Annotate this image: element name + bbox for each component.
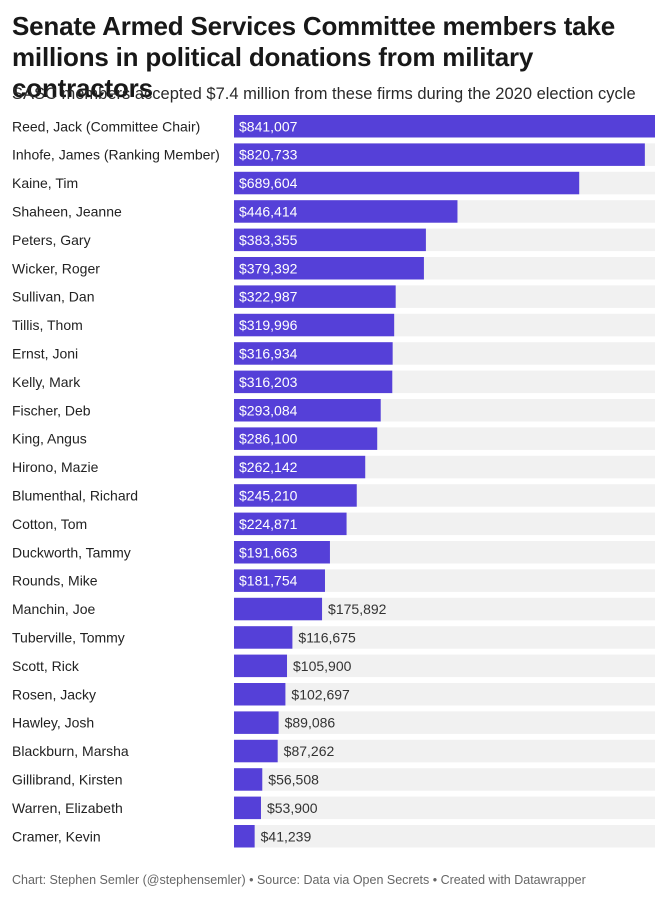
value-label: $102,697 (291, 686, 350, 702)
value-label: $316,934 (239, 345, 298, 361)
bar-track (234, 683, 655, 706)
bar-track (234, 825, 655, 848)
value-label: $116,675 (298, 629, 356, 645)
bar (234, 228, 426, 252)
category-label: Hirono, Mazie (12, 459, 99, 475)
bar (234, 484, 357, 507)
bar (234, 171, 580, 195)
value-label: $181,754 (239, 573, 298, 589)
bar-track (234, 654, 655, 678)
bar (234, 313, 395, 337)
category-label: Peters, Gary (12, 232, 91, 248)
category-label: Blackburn, Marsha (12, 743, 129, 759)
bar (234, 399, 381, 422)
value-label: $89,086 (285, 715, 336, 731)
value-label: $316,203 (239, 374, 298, 390)
category-label: Tuberville, Tommy (12, 629, 125, 645)
category-label: Scott, Rick (12, 658, 80, 674)
category-label: Ernst, Joni (12, 345, 78, 361)
bar-track (234, 597, 655, 621)
value-label: $319,996 (239, 317, 298, 333)
value-label: $53,900 (267, 800, 318, 816)
value-label: $820,733 (239, 147, 298, 163)
bar (234, 200, 458, 223)
bar (234, 370, 393, 394)
chart-title: Senate Armed Services Committee members … (12, 11, 615, 103)
bar (234, 597, 323, 621)
bar (234, 796, 261, 820)
bar (234, 342, 393, 365)
bar-track (234, 768, 655, 791)
chart-subtitle: SASC members accepted $7.4 million from … (12, 85, 636, 103)
bar (234, 143, 645, 166)
bar-track (234, 569, 655, 592)
bar-track (234, 541, 655, 564)
category-label: Wicker, Roger (12, 260, 100, 276)
category-label: Sullivan, Dan (12, 289, 95, 305)
category-label: Cramer, Kevin (12, 828, 101, 844)
bar-track (234, 796, 655, 820)
category-label: Tillis, Thom (12, 317, 83, 333)
bar (234, 285, 396, 308)
value-label: $286,100 (239, 431, 298, 447)
bar (234, 541, 330, 564)
value-label: $105,900 (293, 658, 352, 674)
value-label: $175,892 (328, 601, 387, 617)
bar-track (234, 739, 655, 763)
bar (234, 427, 378, 450)
bar (234, 711, 279, 734)
bar (234, 825, 255, 848)
bar (234, 512, 347, 536)
bar (234, 569, 325, 592)
bar-rows: Reed, Jack (Committee Chair) $841,007 Inho… (12, 115, 655, 848)
category-label: Rosen, Jacky (12, 686, 96, 702)
bar (234, 683, 286, 706)
value-label: $41,239 (261, 828, 312, 844)
value-label: $224,871 (239, 516, 298, 532)
bar (234, 768, 263, 791)
category-label: Inhofe, James (Ranking Member) (12, 147, 220, 163)
bar (234, 257, 424, 280)
category-label: Duckworth, Tammy (12, 544, 131, 560)
category-label: Hawley, Josh (12, 715, 94, 731)
value-label: $87,262 (284, 743, 335, 759)
category-label: Fischer, Deb (12, 402, 91, 418)
bar-chart: Reed, Jack (Committee Chair) $841,007 Inho… (12, 115, 655, 848)
bar (234, 626, 293, 649)
value-label: $446,414 (239, 203, 298, 219)
value-label: $841,007 (239, 118, 298, 134)
category-label: Shaheen, Jeanne (12, 203, 122, 219)
value-label: $689,604 (239, 175, 298, 191)
chart-footer: Chart: Stephen Semler (@stephensemler) •… (12, 873, 586, 887)
value-label: $322,987 (239, 289, 298, 305)
bar (234, 739, 278, 763)
category-label: King, Angus (12, 431, 87, 447)
value-label: $262,142 (239, 459, 298, 475)
bar-track (234, 711, 655, 734)
category-label: Gillibrand, Kirsten (12, 771, 123, 787)
category-label: Kaine, Tim (12, 175, 78, 191)
value-label: $379,392 (239, 260, 298, 276)
bar (234, 654, 288, 678)
bar (234, 455, 366, 479)
category-label: Cotton, Tom (12, 516, 87, 532)
value-label: $383,355 (239, 232, 298, 248)
value-label: $56,508 (268, 771, 319, 787)
category-label: Kelly, Mark (12, 374, 81, 390)
bar (234, 115, 655, 138)
category-label: Reed, Jack (Committee Chair) (12, 118, 200, 134)
value-label: $245,210 (239, 487, 298, 503)
category-label: Rounds, Mike (12, 573, 98, 589)
category-label: Blumenthal, Richard (12, 487, 138, 503)
value-label: $293,084 (239, 402, 298, 418)
category-label: Warren, Elizabeth (12, 800, 123, 816)
category-label: Manchin, Joe (12, 601, 95, 617)
bar-track (234, 626, 655, 649)
value-label: $191,663 (239, 544, 298, 560)
